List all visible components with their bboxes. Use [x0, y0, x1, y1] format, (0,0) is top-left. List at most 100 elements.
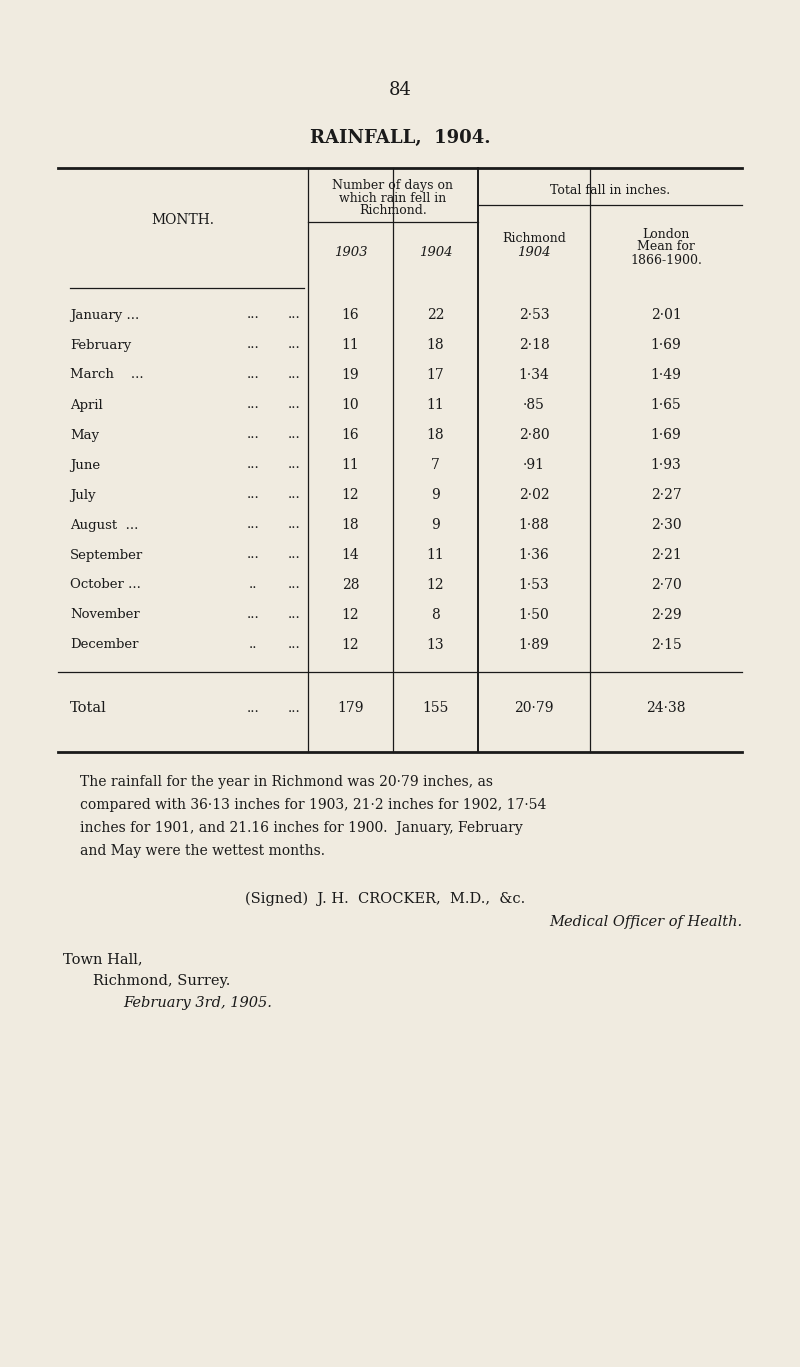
Text: 18: 18 [426, 428, 444, 442]
Text: Number of days on: Number of days on [333, 179, 454, 191]
Text: London: London [642, 227, 690, 241]
Text: 11: 11 [426, 548, 444, 562]
Text: 2·02: 2·02 [518, 488, 550, 502]
Text: September: September [70, 548, 143, 562]
Text: 1904: 1904 [518, 246, 550, 258]
Text: 1·50: 1·50 [518, 608, 550, 622]
Text: Total: Total [70, 701, 106, 715]
Text: 1903: 1903 [334, 246, 367, 258]
Text: 1·69: 1·69 [650, 428, 682, 442]
Text: 12: 12 [426, 578, 444, 592]
Text: 2·30: 2·30 [650, 518, 682, 532]
Text: ...: ... [246, 339, 259, 351]
Text: 179: 179 [338, 701, 364, 715]
Text: ·91: ·91 [523, 458, 545, 472]
Text: April: April [70, 399, 102, 411]
Text: ...: ... [246, 399, 259, 411]
Text: January ...: January ... [70, 309, 139, 321]
Text: RAINFALL,  1904.: RAINFALL, 1904. [310, 128, 490, 148]
Text: 1·88: 1·88 [518, 518, 550, 532]
Text: November: November [70, 608, 140, 622]
Text: 1·49: 1·49 [650, 368, 682, 381]
Text: ...: ... [288, 548, 300, 562]
Text: Richmond.: Richmond. [359, 205, 427, 217]
Text: 2·29: 2·29 [650, 608, 682, 622]
Text: MONTH.: MONTH. [151, 213, 214, 227]
Text: (Signed)  J. H.  CROCKER,  M.D.,  &c.: (Signed) J. H. CROCKER, M.D., &c. [245, 891, 526, 906]
Text: 1·89: 1·89 [518, 638, 550, 652]
Text: ...: ... [246, 701, 259, 715]
Text: compared with 36·13 inches for 1903, 21·2 inches for 1902, 17·54: compared with 36·13 inches for 1903, 21·… [80, 798, 546, 812]
Text: ...: ... [246, 458, 259, 472]
Text: 1·69: 1·69 [650, 338, 682, 351]
Text: 9: 9 [431, 488, 440, 502]
Text: 12: 12 [342, 638, 359, 652]
Text: 2·01: 2·01 [650, 308, 682, 323]
Text: ...: ... [288, 428, 300, 442]
Text: ...: ... [288, 488, 300, 502]
Text: February: February [70, 339, 131, 351]
Text: 10: 10 [342, 398, 359, 411]
Text: Richmond, Surrey.: Richmond, Surrey. [93, 975, 230, 988]
Text: ..: .. [249, 638, 258, 652]
Text: 1·93: 1·93 [650, 458, 682, 472]
Text: December: December [70, 638, 138, 652]
Text: 2·18: 2·18 [518, 338, 550, 351]
Text: ...: ... [246, 608, 259, 622]
Text: 1866-1900.: 1866-1900. [630, 253, 702, 267]
Text: ...: ... [246, 369, 259, 381]
Text: 16: 16 [342, 308, 359, 323]
Text: 2·27: 2·27 [650, 488, 682, 502]
Text: May: May [70, 428, 99, 442]
Text: 18: 18 [342, 518, 359, 532]
Text: ...: ... [246, 548, 259, 562]
Text: 155: 155 [422, 701, 449, 715]
Text: Medical Officer of Health.: Medical Officer of Health. [549, 915, 742, 930]
Text: ...: ... [246, 428, 259, 442]
Text: August  ...: August ... [70, 518, 138, 532]
Text: 18: 18 [426, 338, 444, 351]
Text: 11: 11 [426, 398, 444, 411]
Text: 24·38: 24·38 [646, 701, 686, 715]
Text: 16: 16 [342, 428, 359, 442]
Text: ·85: ·85 [523, 398, 545, 411]
Text: 84: 84 [389, 81, 411, 98]
Text: Total fall in inches.: Total fall in inches. [550, 185, 670, 197]
Text: 9: 9 [431, 518, 440, 532]
Text: February 3rd, 1905.: February 3rd, 1905. [123, 997, 272, 1010]
Text: 1·34: 1·34 [518, 368, 550, 381]
Text: ...: ... [288, 638, 300, 652]
Text: ...: ... [288, 339, 300, 351]
Text: 1·53: 1·53 [518, 578, 550, 592]
Text: ...: ... [246, 488, 259, 502]
Text: 11: 11 [342, 458, 359, 472]
Text: 20·79: 20·79 [514, 701, 554, 715]
Text: 14: 14 [342, 548, 359, 562]
Text: ...: ... [246, 309, 259, 321]
Text: ...: ... [246, 518, 259, 532]
Text: 13: 13 [426, 638, 444, 652]
Text: The rainfall for the year in Richmond was 20·79 inches, as: The rainfall for the year in Richmond wa… [80, 775, 493, 789]
Text: 17: 17 [426, 368, 444, 381]
Text: 1904: 1904 [418, 246, 452, 258]
Text: and May were the wettest months.: and May were the wettest months. [80, 843, 325, 858]
Text: July: July [70, 488, 96, 502]
Text: 12: 12 [342, 488, 359, 502]
Text: inches for 1901, and 21.16 inches for 1900.  January, February: inches for 1901, and 21.16 inches for 19… [80, 822, 522, 835]
Text: 2·70: 2·70 [650, 578, 682, 592]
Text: 12: 12 [342, 608, 359, 622]
Text: 2·21: 2·21 [650, 548, 682, 562]
Text: October ...: October ... [70, 578, 141, 592]
Text: March    ...: March ... [70, 369, 144, 381]
Text: 19: 19 [342, 368, 359, 381]
Text: ...: ... [288, 369, 300, 381]
Text: 8: 8 [431, 608, 440, 622]
Text: Mean for: Mean for [637, 241, 695, 253]
Text: ...: ... [288, 608, 300, 622]
Text: ...: ... [288, 309, 300, 321]
Text: 28: 28 [342, 578, 359, 592]
Text: 7: 7 [431, 458, 440, 472]
Text: 2·53: 2·53 [518, 308, 550, 323]
Text: 2·80: 2·80 [518, 428, 550, 442]
Text: 11: 11 [342, 338, 359, 351]
